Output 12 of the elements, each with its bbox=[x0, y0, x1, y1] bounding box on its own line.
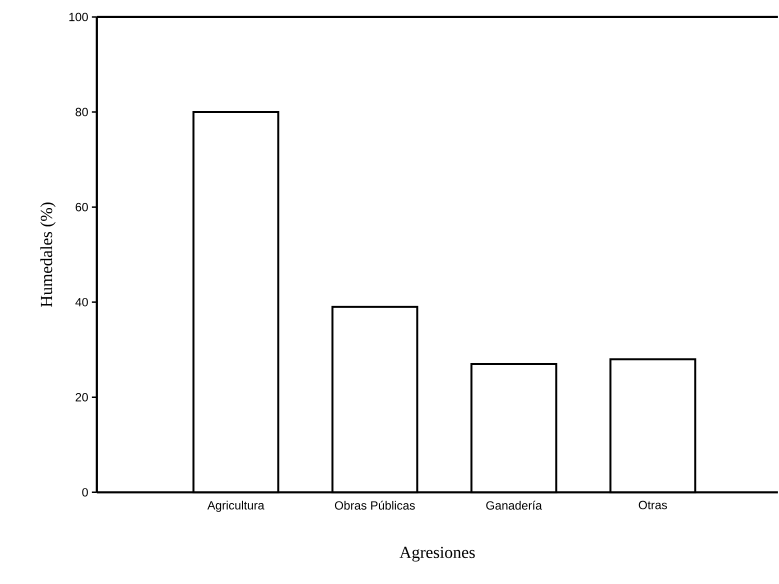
y-tick-label: 0 bbox=[82, 488, 88, 496]
y-tick-label: 60 bbox=[76, 202, 88, 212]
y-tick-label: 100 bbox=[69, 12, 88, 22]
y-axis-title: Humedales (%) bbox=[40, 202, 56, 307]
x-tick-label: Otras bbox=[638, 500, 667, 510]
x-tick-label: Agricultura bbox=[207, 500, 264, 512]
y-tick-label: 20 bbox=[76, 392, 88, 402]
y-tick-label: 40 bbox=[75, 298, 88, 306]
x-tick-label: Ganadería bbox=[486, 500, 542, 510]
x-axis-title: Agresiones bbox=[400, 546, 475, 562]
y-tick-label: 80 bbox=[76, 108, 88, 116]
x-tick-label: Obras Públicas bbox=[334, 500, 415, 510]
